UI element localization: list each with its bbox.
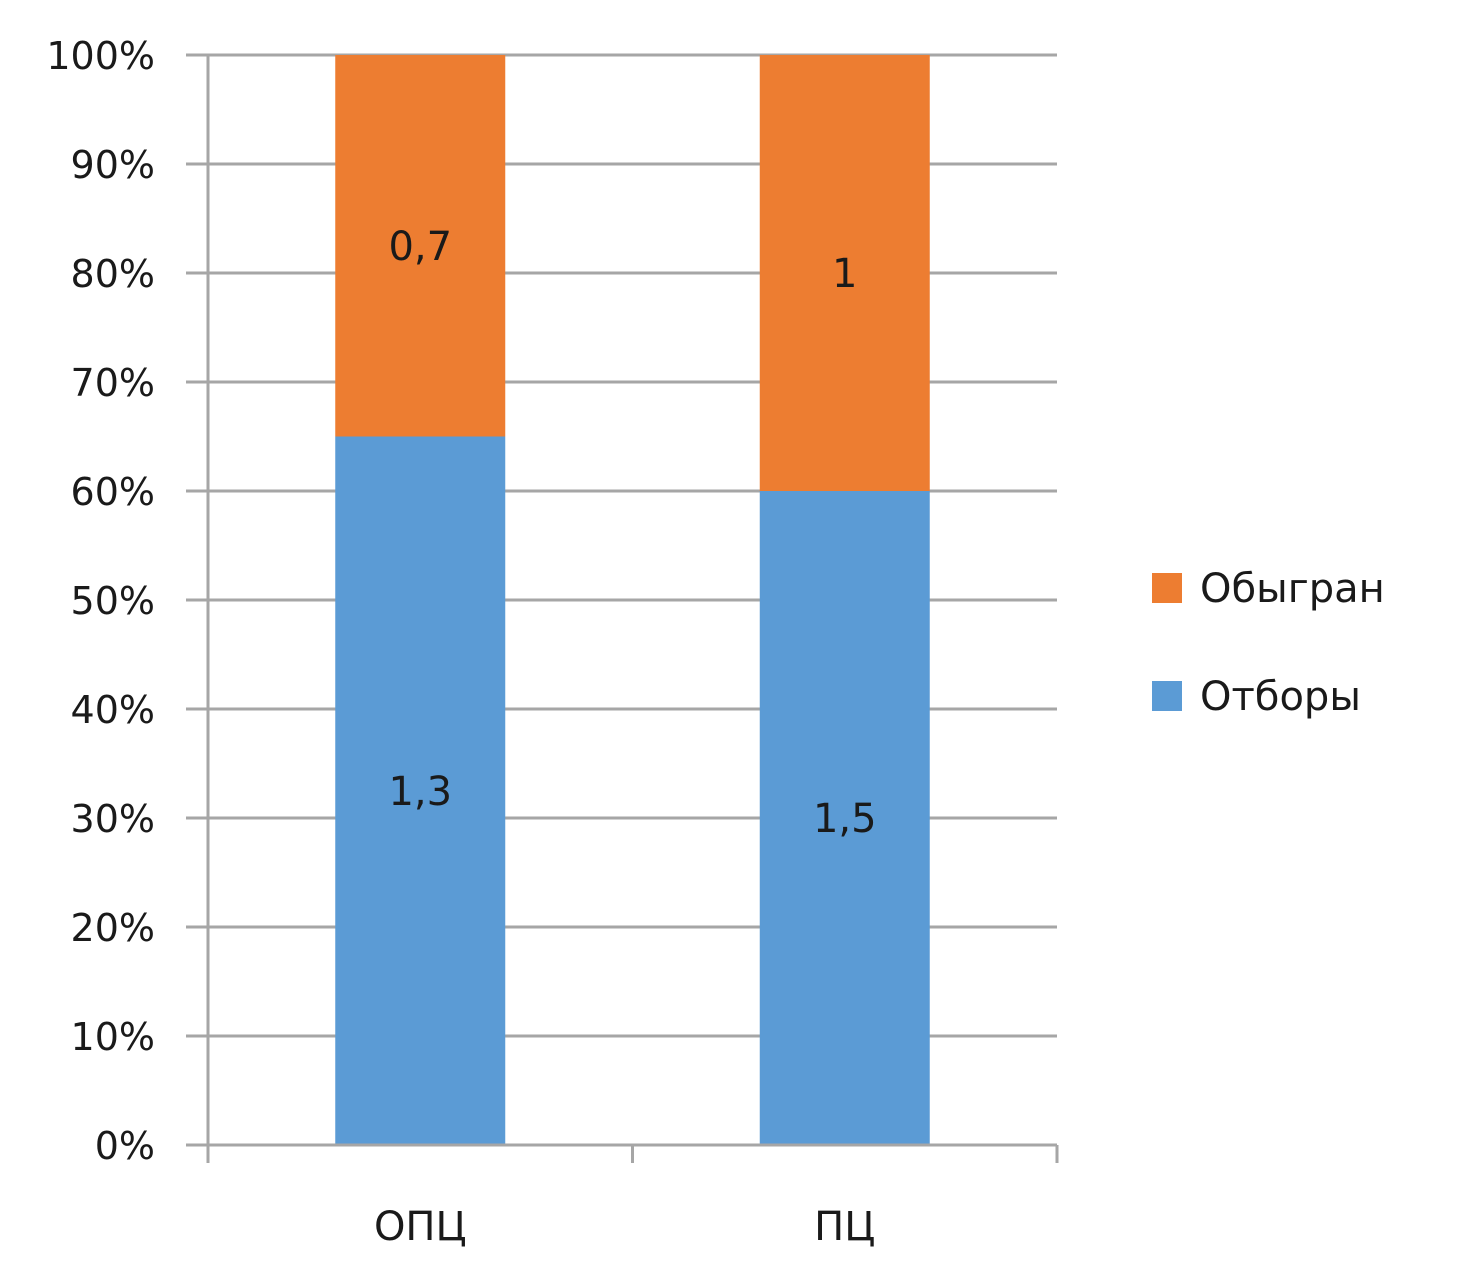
y-tick-label: 50% — [71, 579, 155, 623]
legend-label: Отборы — [1200, 674, 1361, 720]
axes: 0% 10% 20% 30% 40% 50% 60% 70% 80% 90% 100% ОПЦ ПЦ — [46, 34, 1059, 1250]
bar-segment-otbory — [759, 491, 930, 1145]
y-tick-label: 80% — [71, 252, 155, 296]
data-label: 1 — [832, 251, 857, 297]
x-category-label: ОПЦ — [374, 1204, 467, 1250]
data-label: 1,5 — [813, 796, 877, 842]
data-label: 1,3 — [388, 769, 452, 815]
legend-label: Обыгран — [1200, 566, 1385, 612]
y-tick-label: 40% — [71, 688, 155, 732]
x-category-label: ПЦ — [814, 1204, 875, 1250]
data-label: 0,7 — [388, 224, 452, 270]
legend-swatch — [1152, 681, 1182, 711]
bar-segment-obygran — [759, 55, 930, 491]
y-tick-label: 30% — [71, 797, 155, 841]
bars — [335, 55, 930, 1145]
y-tick-label: 90% — [71, 143, 155, 187]
y-tick-label: 10% — [71, 1015, 155, 1059]
legend-swatch — [1152, 573, 1182, 603]
y-tick-label: 0% — [95, 1124, 155, 1168]
y-tick-label: 20% — [71, 906, 155, 950]
y-tick-label: 100% — [46, 34, 155, 78]
data-labels: 1,3 0,7 1,5 1 — [388, 224, 876, 842]
bar-segment-otbory — [335, 436, 506, 1145]
bar-segment-obygran — [335, 55, 506, 437]
y-tick-label: 70% — [71, 361, 155, 405]
legend: Обыгран Отборы — [1152, 566, 1385, 720]
y-tick-label: 60% — [71, 470, 155, 514]
